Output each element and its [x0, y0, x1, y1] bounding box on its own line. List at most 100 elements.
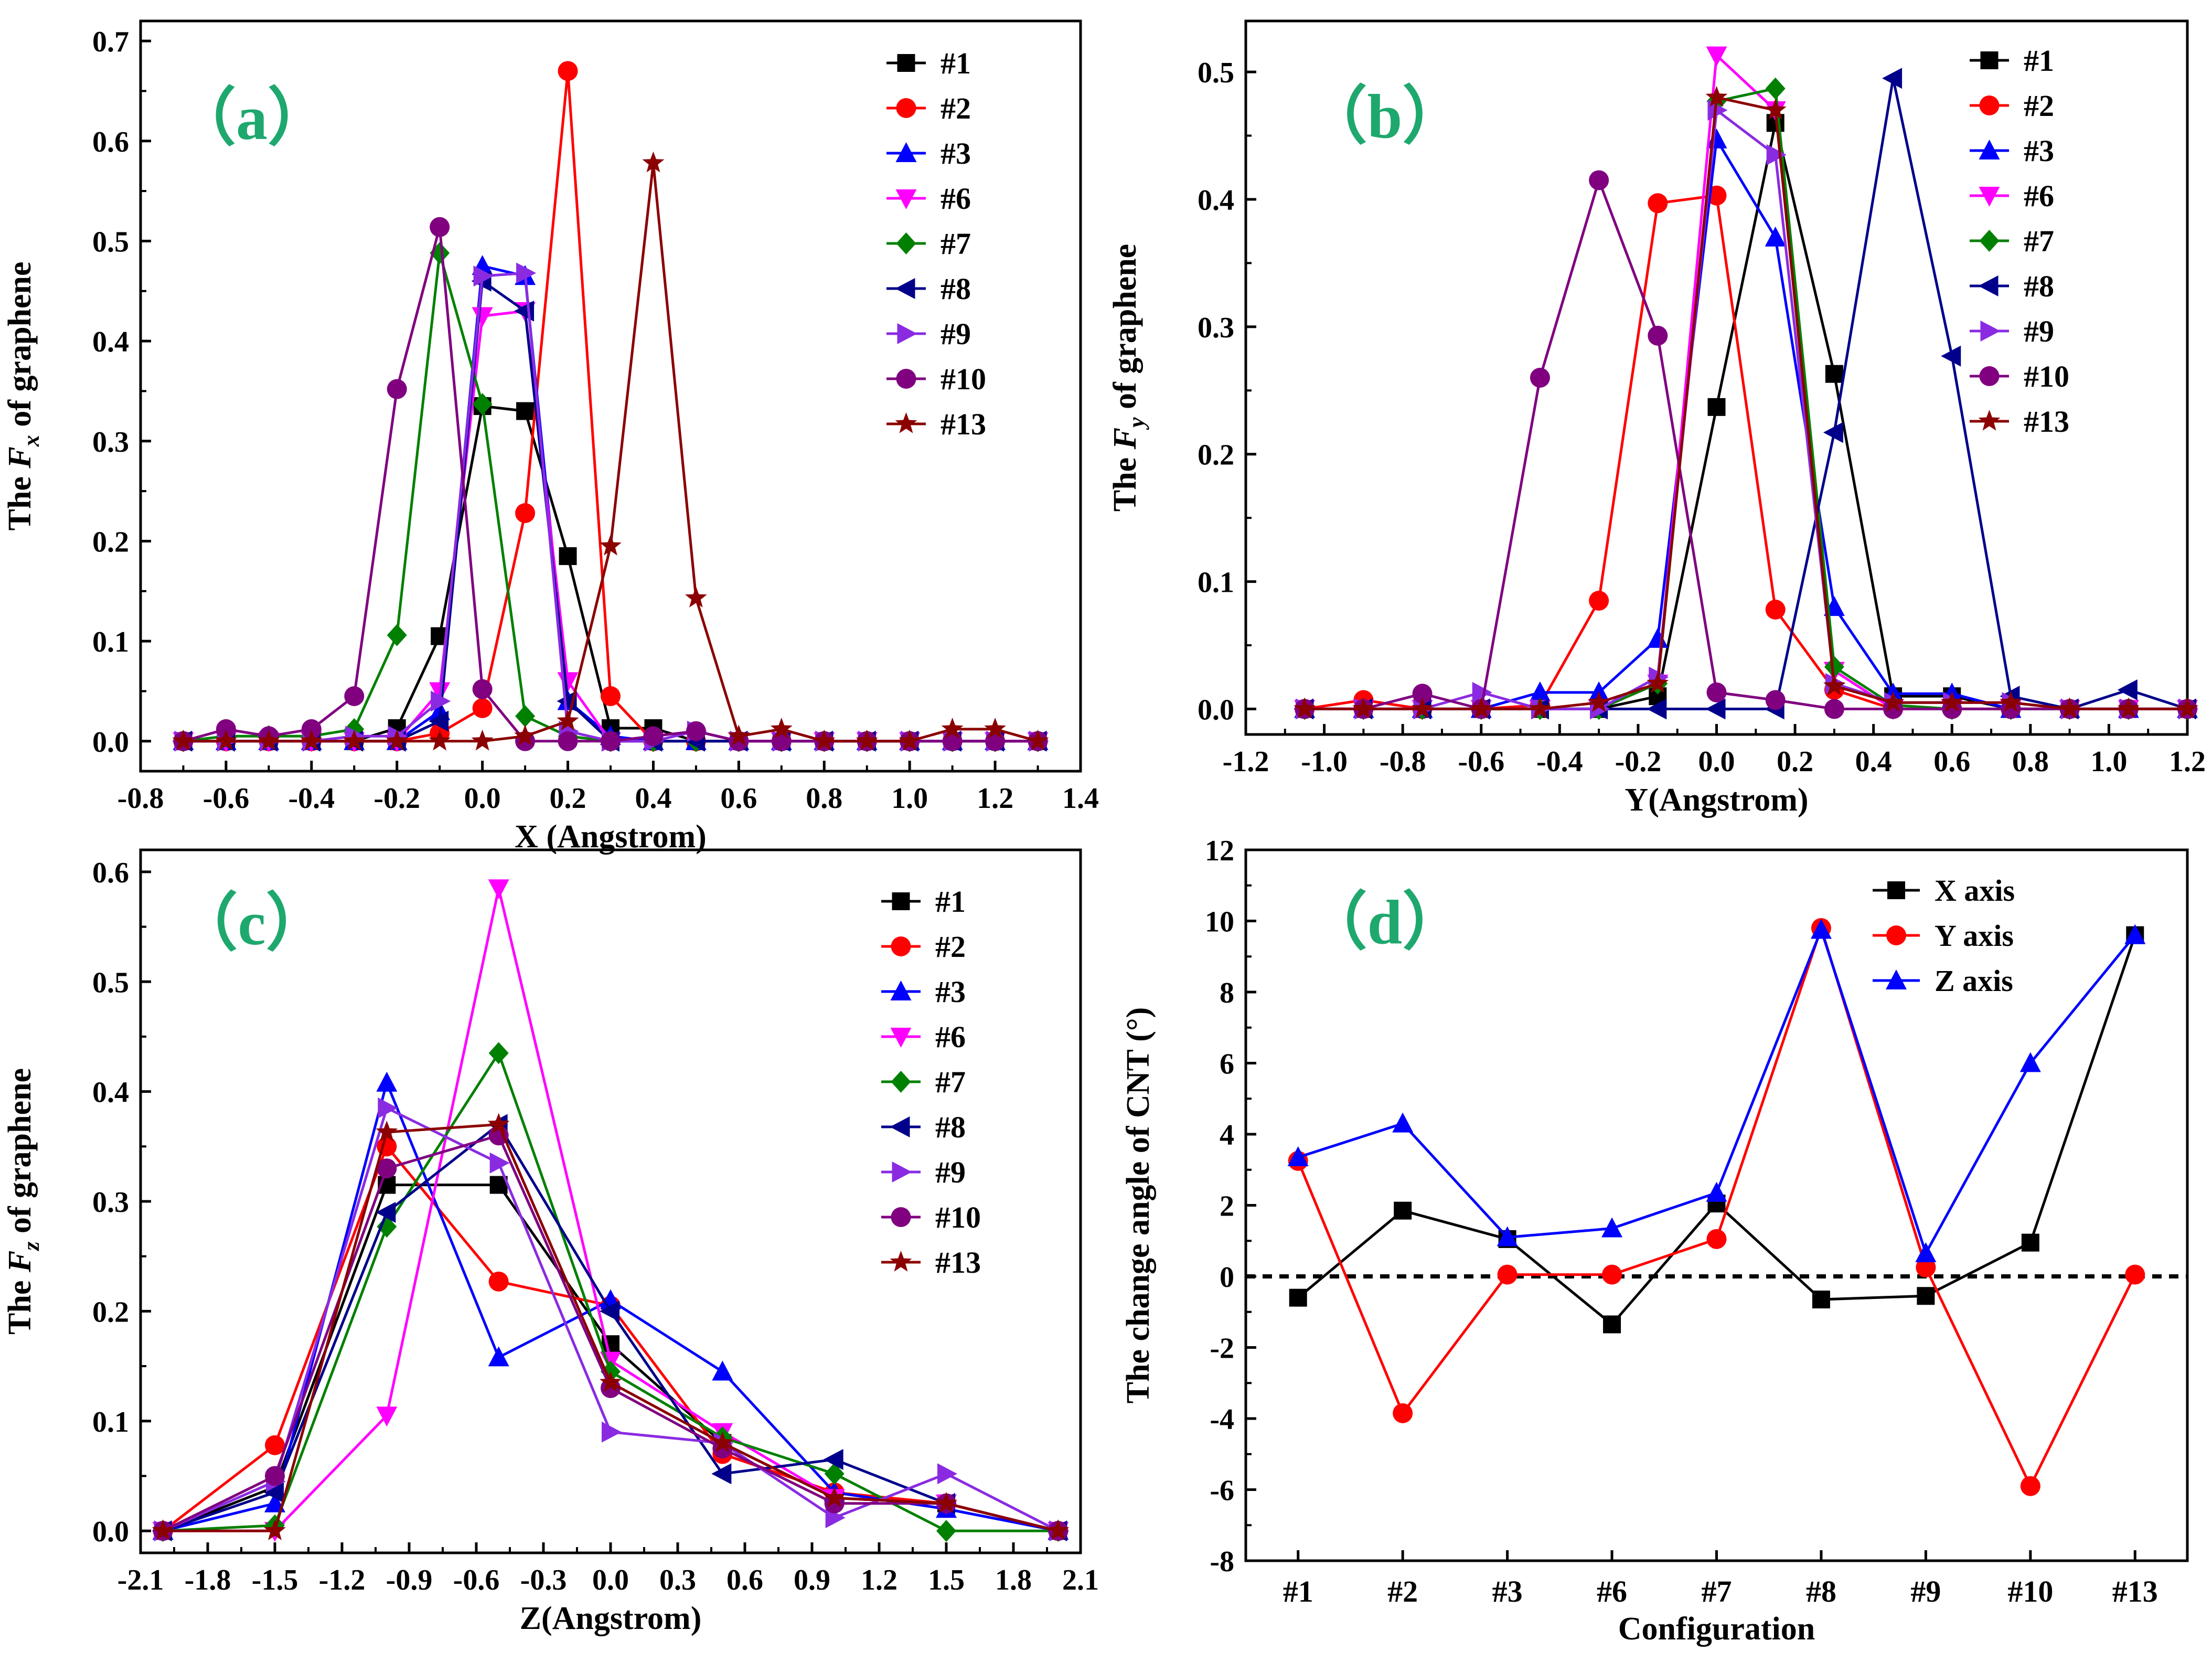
data-point: [489, 1152, 510, 1174]
data-point: [386, 729, 408, 751]
data-point: [488, 1271, 509, 1292]
data-point: [558, 61, 578, 81]
y-tick-label: 0.0: [92, 1516, 129, 1548]
legend-label: #1: [2024, 44, 2054, 78]
data-point: [429, 729, 451, 751]
x-tick-label: 1.2: [977, 782, 1013, 815]
y-axis-label: The change angle of CNT (°): [1120, 1007, 1156, 1404]
series-line: [1305, 95, 2187, 710]
data-point: [216, 719, 236, 739]
data-point: [984, 717, 1006, 739]
x-tick-label: #10: [2007, 1574, 2053, 1608]
data-point: [643, 726, 664, 747]
data-point: [376, 1121, 398, 1142]
data-point: [824, 1463, 845, 1485]
x-tick-label: -0.8: [117, 782, 164, 815]
data-point: [1764, 99, 1787, 120]
series-#13: [152, 1113, 1070, 1540]
y-tick-label: 0.2: [92, 526, 129, 558]
x-tick-label: -1.0: [1301, 745, 1348, 778]
x-tick-label: -0.6: [1458, 745, 1504, 778]
legend-label: #8: [941, 272, 971, 306]
data-point: [1705, 698, 1726, 720]
data-point: [1588, 691, 1610, 712]
legend-label: #10: [935, 1200, 981, 1234]
data-point: [387, 379, 407, 399]
y-axis-label-subscript: x: [18, 435, 44, 447]
legend-marker: [1980, 321, 2001, 342]
y-axis-label: The Fx of graphene: [2, 262, 44, 531]
y-tick-label: 2: [1220, 1190, 1234, 1223]
x-tick-label: 0.4: [1855, 745, 1892, 778]
y-tick-label: 6: [1220, 1048, 1234, 1081]
data-point: [1765, 600, 1786, 620]
series-line: [183, 279, 1038, 743]
data-point: [1765, 77, 1786, 100]
y-axis-label-suffix: of graphene: [1107, 244, 1143, 418]
legend-marker: [897, 54, 915, 72]
data-point: [258, 729, 280, 751]
data-point: [1470, 697, 1492, 719]
data-point: [152, 1519, 174, 1540]
data-point: [558, 731, 578, 751]
data-point: [813, 729, 836, 751]
series-line: [183, 71, 1038, 743]
data-point: [942, 731, 963, 751]
data-point: [516, 262, 537, 284]
panel-label: （a）: [173, 83, 330, 153]
y-tick-label: 0.4: [92, 326, 129, 358]
data-point: [514, 724, 536, 746]
legend-label: #13: [941, 407, 986, 441]
legend-marker: [896, 232, 916, 254]
x-tick-label: 0.6: [726, 1564, 763, 1596]
x-tick-label: 1.8: [995, 1564, 1032, 1596]
data-point: [343, 729, 366, 751]
data-point: [1941, 345, 1961, 367]
x-tick-label: #6: [1597, 1574, 1627, 1608]
y-tick-label: 0.1: [1198, 567, 1234, 599]
data-point: [1706, 1181, 1727, 1202]
data-point: [2019, 1052, 2041, 1072]
data-point: [377, 1158, 397, 1179]
x-tick-label: -0.8: [1380, 745, 1426, 778]
series-#2: [173, 61, 1048, 751]
legend-marker: [895, 189, 917, 209]
x-axis-label: Y(Angstrom): [1625, 782, 1808, 818]
legend-marker: [890, 1028, 912, 1048]
x-tick-label: 1.2: [861, 1564, 897, 1596]
x-axis-label: Z(Angstrom): [520, 1601, 702, 1636]
data-point: [516, 402, 535, 420]
data-point: [1941, 691, 1963, 712]
series-#10: [1295, 170, 2197, 719]
x-tick-label: 0.3: [659, 1564, 696, 1596]
data-point: [387, 624, 407, 646]
series-X axis: [1289, 926, 2144, 1334]
y-tick-label: 0.4: [1198, 184, 1234, 217]
legend-marker: [891, 936, 911, 956]
x-tick-label: 0.0: [464, 782, 501, 815]
data-point: [856, 729, 878, 751]
y-tick-label: 0: [1220, 1261, 1234, 1294]
data-point: [712, 1360, 733, 1381]
y-tick-label: 0.3: [92, 426, 129, 459]
legend-label: Z axis: [1935, 964, 2013, 998]
data-point: [1882, 691, 1904, 712]
x-tick-label: 0.2: [550, 782, 586, 815]
series-line: [183, 271, 1038, 743]
legend-marker: [1886, 925, 1906, 945]
data-point: [941, 717, 964, 739]
legend-marker: [1979, 140, 2000, 159]
y-tick-label: 0.6: [92, 126, 129, 158]
data-point: [472, 698, 493, 718]
panel-c: 0.0 0.1 0.2 0.3 0.4 0.5 0.6 -2.1 -1.8 -1.5 -1.2 -0.…: [2, 848, 1099, 1636]
y-tick-label: 0.2: [1198, 439, 1234, 472]
legend-label: #2: [941, 91, 971, 125]
legend-marker: [896, 369, 916, 389]
data-point: [823, 1449, 843, 1470]
legend: #1 #2 #3 #6 #7 #8 #9 #10 #13: [886, 46, 986, 441]
legend-marker: [890, 1251, 912, 1272]
data-point: [1647, 698, 1667, 720]
data-point: [1823, 422, 1843, 443]
data-point: [2124, 924, 2146, 944]
legend-label: #6: [2024, 179, 2054, 213]
